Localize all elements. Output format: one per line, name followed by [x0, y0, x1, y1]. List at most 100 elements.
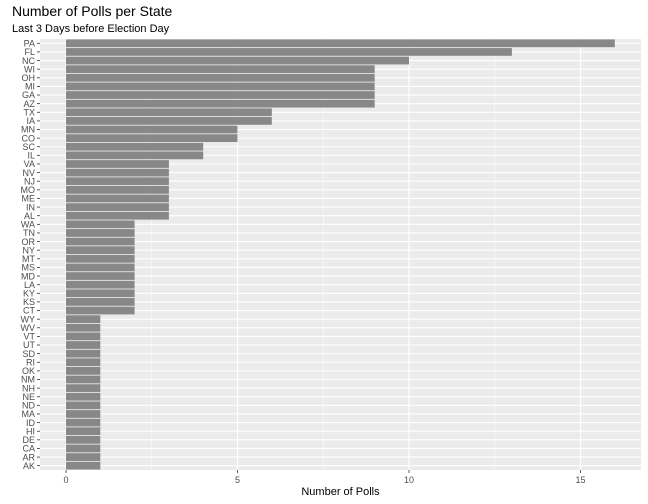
bar-co — [66, 134, 238, 143]
bar-ia — [66, 117, 272, 125]
y-tick-label: WI — [24, 64, 35, 74]
y-tick-label: MT — [22, 254, 35, 264]
y-tick-label: FL — [24, 47, 35, 57]
y-tick-label: LA — [24, 280, 35, 290]
bar-mt — [66, 254, 135, 263]
y-tick-label: NE — [22, 392, 35, 402]
bar-ca — [66, 444, 101, 453]
bar-fl — [66, 48, 512, 56]
y-tick-label: TN — [23, 228, 35, 238]
bar-nh — [66, 384, 101, 392]
bar-id — [66, 418, 101, 427]
bar-mo — [66, 185, 169, 194]
bar-wy — [66, 315, 101, 324]
bar-vt — [66, 332, 101, 341]
bar-ky — [66, 289, 135, 298]
y-tick-label: NH — [22, 383, 35, 393]
bar-pa — [66, 39, 615, 48]
y-tick-label: NY — [22, 245, 35, 255]
bar-ut — [66, 341, 101, 349]
bar-or — [66, 237, 135, 246]
y-tick-label: AZ — [23, 99, 35, 109]
bar-la — [66, 280, 135, 289]
y-tick-label: CT — [23, 306, 35, 316]
y-tick-label: OH — [22, 73, 36, 83]
y-tick-label: MO — [21, 185, 36, 195]
y-tick-label: MN — [21, 125, 35, 135]
bar-mi — [66, 82, 375, 91]
y-tick-label: IA — [26, 116, 35, 126]
y-tick-label: SC — [22, 142, 35, 152]
y-tick-label: VT — [23, 332, 35, 342]
y-tick-label: PA — [24, 39, 35, 49]
y-tick-label: DE — [22, 435, 35, 445]
bar-wv — [66, 323, 101, 332]
x-axis-label: Number of Polls — [301, 486, 380, 498]
y-tick-label: AL — [24, 211, 35, 221]
y-tick-label: AR — [22, 452, 35, 462]
y-tick-label: VA — [24, 159, 35, 169]
y-tick-label: MD — [21, 271, 35, 281]
y-tick-label: WY — [21, 314, 36, 324]
bar-tn — [66, 229, 135, 237]
bar-hi — [66, 427, 101, 436]
y-tick-label: GA — [22, 90, 35, 100]
chart-subtitle: Last 3 Days before Election Day — [12, 23, 170, 35]
bar-ms — [66, 263, 135, 272]
x-tick-label: 15 — [575, 475, 585, 485]
bar-ny — [66, 246, 135, 255]
y-tick-label: NV — [22, 168, 35, 178]
y-tick-label: ME — [22, 194, 36, 204]
bar-ct — [66, 306, 135, 315]
x-tick-label: 10 — [404, 475, 414, 485]
y-tick-label: ID — [26, 418, 36, 428]
chart-title: Number of Polls per State — [12, 3, 173, 19]
bar-ga — [66, 91, 375, 99]
bar-sc — [66, 142, 204, 151]
bar-nd — [66, 401, 101, 410]
y-tick-label: CO — [22, 133, 36, 143]
y-tick-label: NJ — [24, 176, 35, 186]
y-tick-label: CA — [22, 444, 35, 454]
x-tick-label: 0 — [63, 475, 68, 485]
y-tick-label: KS — [23, 297, 35, 307]
bar-ri — [66, 358, 101, 367]
y-tick-label: IL — [27, 151, 35, 161]
bar-il — [66, 151, 204, 160]
y-tick-label: OK — [22, 366, 35, 376]
y-tick-label: WA — [21, 220, 35, 230]
bar-az — [66, 99, 375, 108]
y-tick-label: TX — [23, 107, 35, 117]
bar-me — [66, 194, 169, 203]
y-tick-label: ND — [22, 401, 35, 411]
bar-wi — [66, 65, 375, 74]
bar-sd — [66, 349, 101, 358]
y-tick-label: WV — [21, 323, 36, 333]
y-tick-label: NC — [22, 56, 35, 66]
y-tick-label: HI — [26, 426, 35, 436]
bar-ak — [66, 461, 101, 470]
bar-nm — [66, 375, 101, 384]
bar-de — [66, 435, 101, 444]
bar-oh — [66, 73, 375, 82]
bar-va — [66, 160, 169, 168]
bar-nj — [66, 177, 169, 186]
bar-nc — [66, 56, 409, 65]
bar-nv — [66, 168, 169, 177]
bar-tx — [66, 108, 272, 117]
bar-md — [66, 272, 135, 280]
y-tick-label: RI — [26, 357, 35, 367]
y-tick-label: UT — [23, 340, 35, 350]
bar-al — [66, 211, 169, 220]
bar-ma — [66, 410, 101, 418]
bar-mn — [66, 125, 238, 134]
y-tick-label: NM — [21, 375, 35, 385]
bar-ok — [66, 366, 101, 375]
bar-in — [66, 203, 169, 211]
y-tick-label: MI — [25, 82, 35, 92]
bar-wa — [66, 220, 135, 229]
y-tick-label: AK — [23, 461, 35, 471]
y-tick-label: IN — [26, 202, 35, 212]
y-tick-label: MA — [22, 409, 36, 419]
